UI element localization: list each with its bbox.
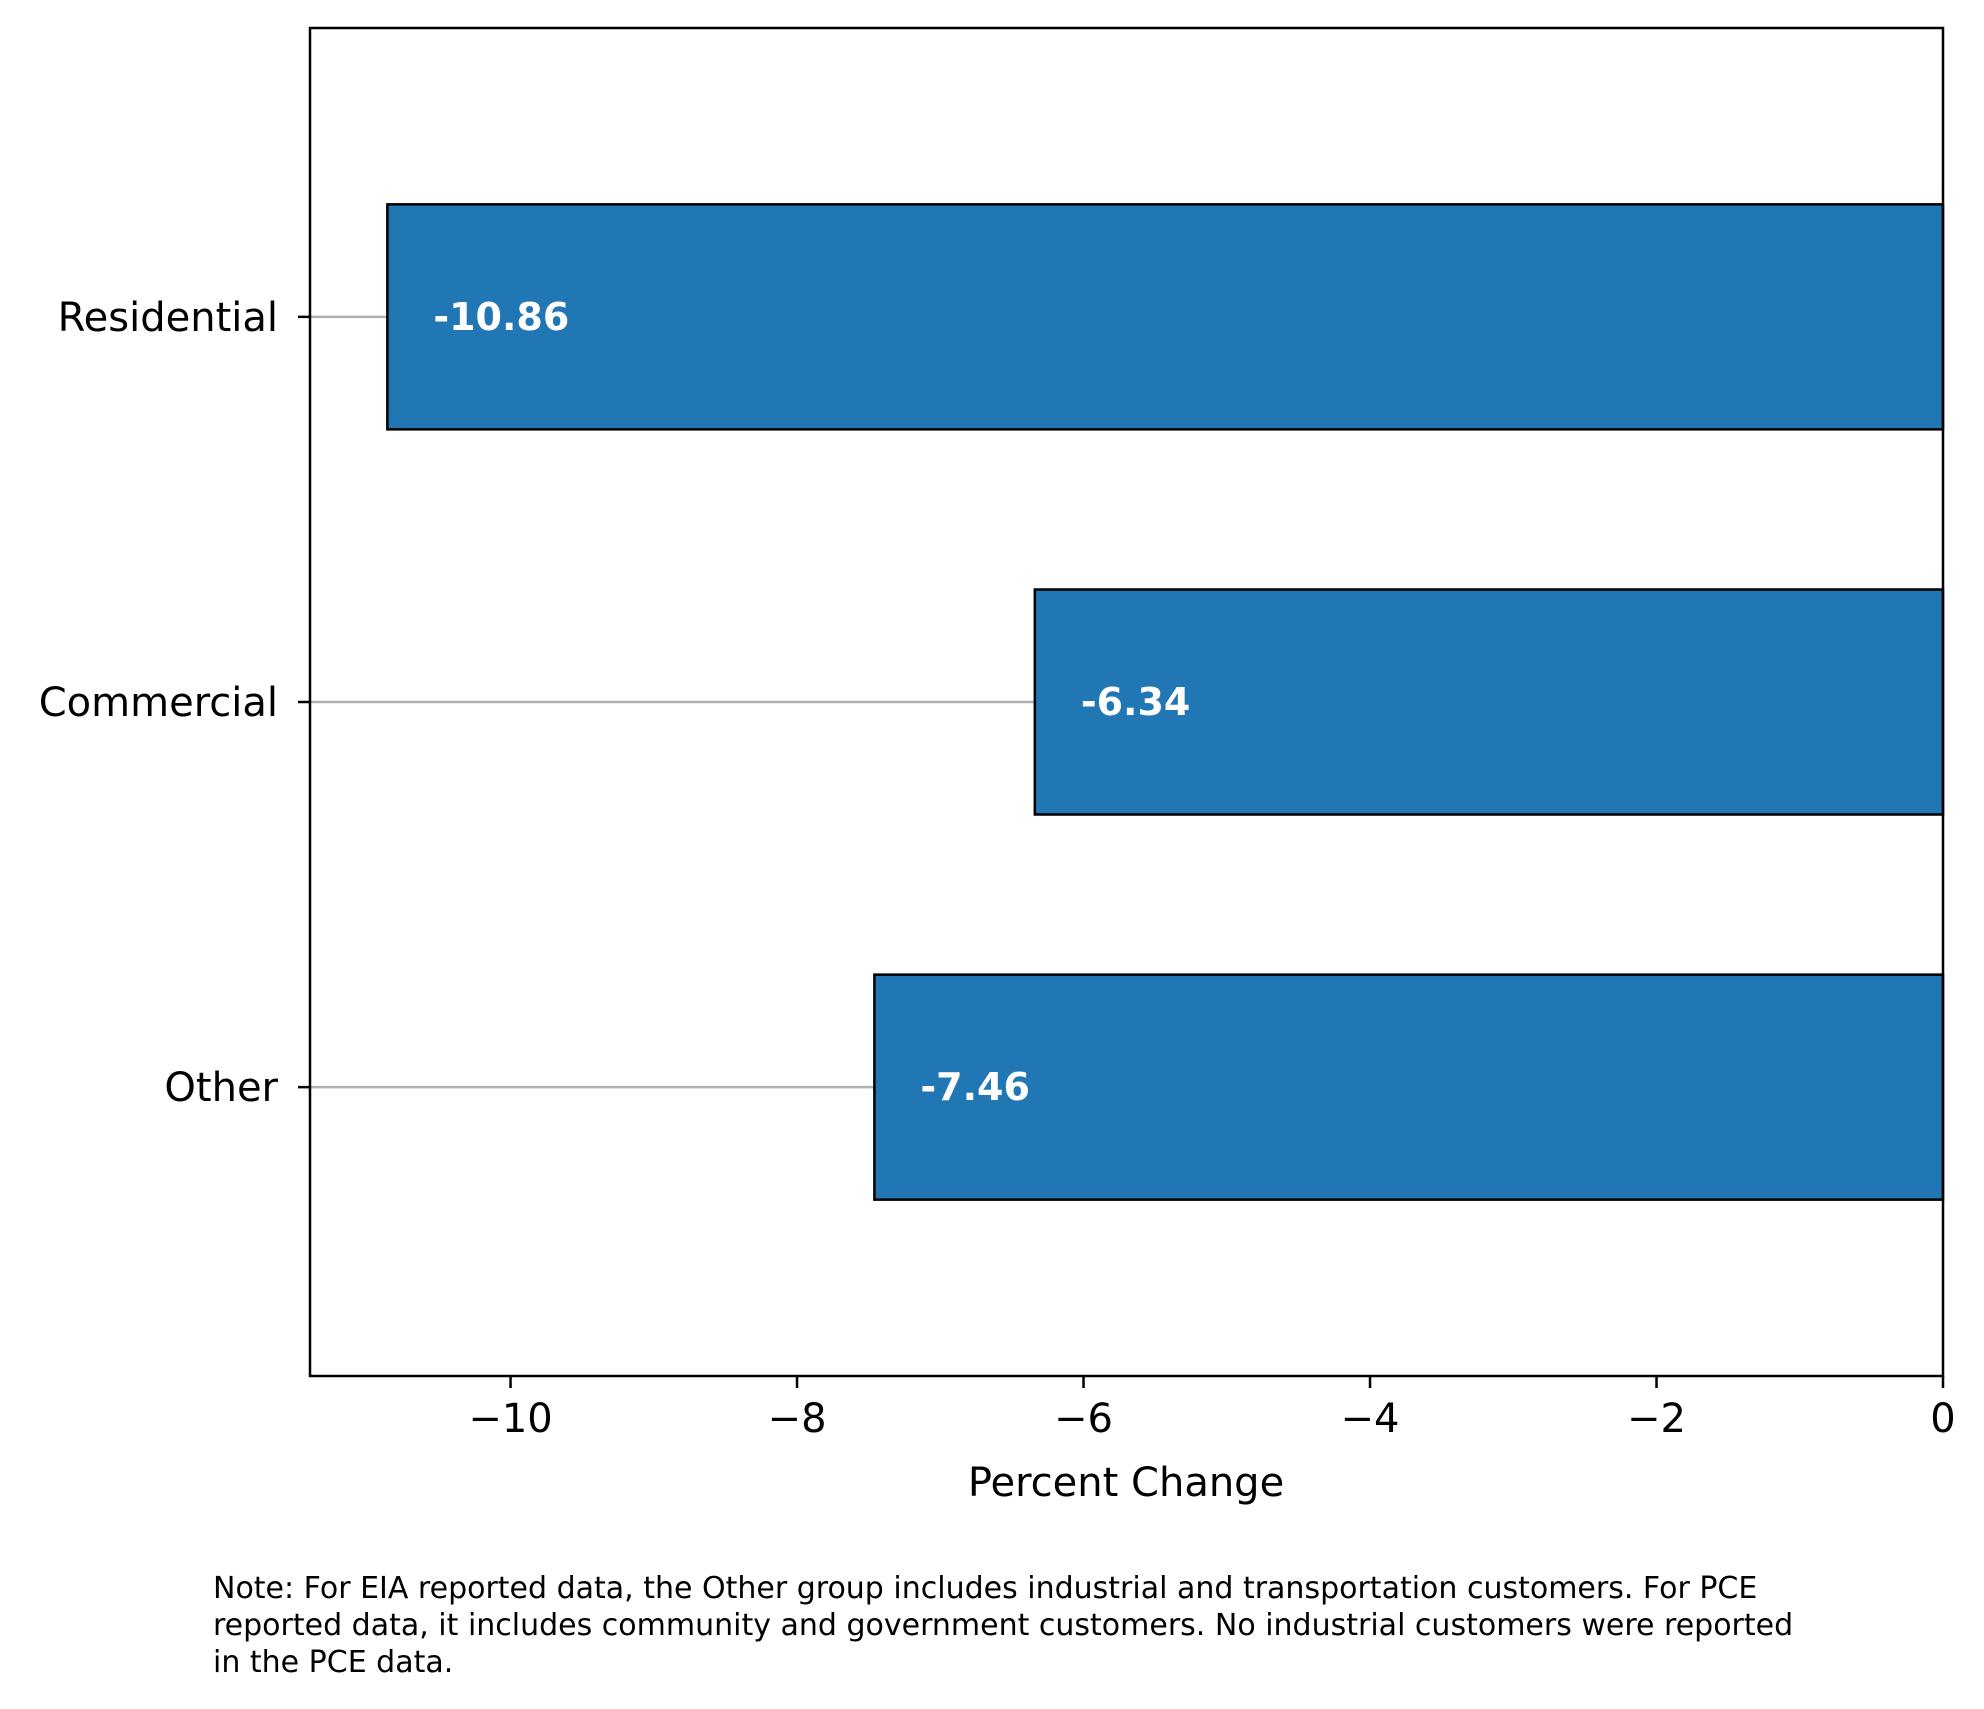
footnote-line: reported data, it includes community and… (213, 1608, 1794, 1643)
footnote: Note: For EIA reported data, the Other g… (213, 1570, 1973, 1681)
y-tick-label: Other (164, 1065, 278, 1111)
x-tick-label: −4 (1341, 1396, 1400, 1442)
bar-value-label: -7.46 (920, 1065, 1030, 1109)
y-tick-label: Residential (58, 295, 278, 341)
x-tick-label: −2 (1627, 1396, 1686, 1442)
bar (386, 203, 1945, 431)
x-axis-label: Percent Change (968, 1460, 1284, 1506)
bar-value-label: -6.34 (1081, 680, 1191, 724)
bars (386, 203, 1945, 1201)
bar (1033, 588, 1945, 816)
bar-value-label: -10.86 (433, 295, 569, 339)
leader-lines (310, 315, 1035, 1089)
bar (873, 973, 1945, 1201)
x-tick-label: −6 (1054, 1396, 1113, 1442)
y-tick-label: Commercial (39, 680, 278, 726)
x-tick-label: −10 (468, 1396, 552, 1442)
x-tick-label: −8 (768, 1396, 827, 1442)
x-tick-label: 0 (1930, 1396, 1955, 1442)
footnote-line: Note: For EIA reported data, the Other g… (213, 1571, 1758, 1606)
y-axis: Residential Commercial Other (39, 295, 310, 1111)
footnote-line: in the PCE data. (213, 1645, 454, 1680)
bar-value-labels: -10.86 -6.34 -7.46 (433, 295, 1190, 1109)
x-axis: −10 −8 −6 −4 −2 0 (468, 1376, 1956, 1442)
